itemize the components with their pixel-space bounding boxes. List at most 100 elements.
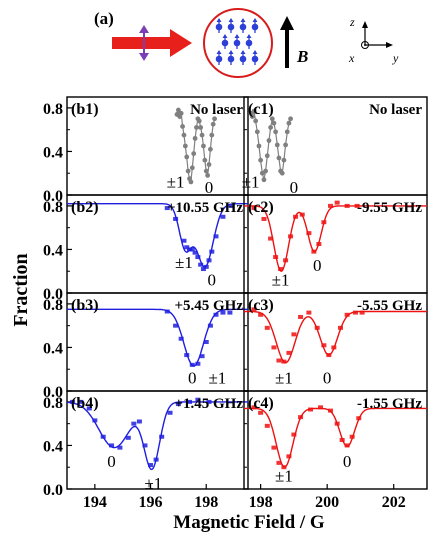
peak-label: ±1 — [167, 172, 185, 191]
atom-icon — [215, 18, 223, 33]
data-point — [228, 203, 234, 208]
data-point — [281, 359, 287, 364]
data-point — [194, 125, 199, 130]
chart-panels: 0.00.40.8±1 0(b1) No laser±1 0(c1) No laser0… — [43, 96, 428, 511]
data-point — [273, 255, 279, 260]
fit-curve — [244, 205, 427, 272]
x-tick-label: 202 — [382, 494, 406, 511]
data-point — [298, 415, 304, 420]
data-point — [153, 457, 159, 462]
data-point — [314, 325, 320, 330]
y-tick-label: 0.0 — [43, 188, 63, 205]
data-point — [187, 247, 193, 252]
data-point — [337, 325, 343, 330]
peak-label: 0 — [208, 270, 217, 289]
data-point — [356, 416, 362, 421]
x-axis-title: Magnetic Field / G — [173, 512, 325, 533]
panel-condition: No laser — [190, 102, 243, 118]
data-point — [209, 249, 215, 254]
data-point — [251, 405, 257, 410]
data-point — [189, 247, 195, 252]
data-point — [269, 116, 275, 122]
data-point — [213, 234, 219, 239]
panel-condition: -5.55 GHz — [357, 298, 422, 314]
data-point — [321, 343, 327, 348]
chart-panel-b4: 0.0 0.4 0.8 194 196 198 0 ±1 (b4) +1.45 GHz — [43, 390, 249, 511]
data-point — [192, 135, 198, 141]
x-axis-label: x — [348, 51, 355, 65]
data-point — [349, 434, 355, 439]
y-tick-label: 0.8 — [43, 199, 63, 216]
data-point — [206, 162, 212, 167]
data-point — [283, 258, 289, 263]
data-point — [173, 216, 179, 221]
data-point — [253, 118, 259, 124]
data-point — [188, 179, 194, 185]
data-point — [286, 350, 292, 355]
data-point — [316, 242, 322, 246]
peak-label: ±1 — [144, 474, 162, 493]
panel-condition: +5.45 GHz — [174, 298, 243, 314]
atom-icon — [251, 18, 259, 33]
x-tick-label: 198 — [249, 494, 273, 511]
data-point — [339, 438, 345, 442]
data-point — [268, 125, 274, 130]
data-point — [276, 460, 282, 465]
data-point — [264, 423, 270, 428]
panel-label: (b1) — [71, 101, 99, 118]
atom-icon — [221, 34, 229, 49]
peak-label: ±1 — [272, 270, 290, 289]
chart-panel-b3: 0.0 0.4 0.8 0 ±1 (b3) +5.45 GHz — [43, 292, 249, 401]
data-point — [199, 354, 205, 359]
data-point — [328, 408, 334, 413]
x-tick-label: 200 — [315, 494, 339, 511]
data-point — [185, 168, 191, 174]
atom-icon — [215, 50, 223, 65]
data-point — [200, 267, 206, 272]
data-point — [142, 443, 148, 448]
data-point — [198, 125, 204, 130]
data-point — [264, 325, 270, 330]
laser-beam-arrow — [112, 29, 192, 57]
chart-panel-c2: ±1 0 (c2) -9.55 GHz — [243, 194, 428, 294]
y-axis-title: Fraction — [10, 253, 32, 326]
data-point — [268, 236, 274, 241]
data-point — [261, 177, 267, 183]
data-point — [251, 206, 257, 211]
data-point — [206, 399, 212, 404]
y-tick-label: 0.8 — [43, 297, 63, 314]
data-point — [271, 120, 277, 126]
y-tick-label: 0.4 — [43, 242, 63, 259]
data-point — [117, 445, 123, 450]
fit-curve — [67, 203, 248, 268]
data-point — [258, 157, 264, 163]
atom-icon — [227, 18, 235, 33]
fit-curve — [244, 407, 427, 468]
b-field-arrow: B — [280, 16, 308, 68]
data-point — [258, 410, 264, 415]
data-point — [201, 143, 206, 149]
data-point — [184, 154, 190, 160]
data-point — [264, 153, 270, 159]
data-point — [181, 132, 187, 138]
data-point — [136, 419, 142, 424]
panel-frame — [243, 390, 428, 490]
data-point — [192, 250, 198, 255]
data-point — [212, 116, 217, 122]
data-point — [266, 138, 272, 143]
data-point — [256, 143, 262, 149]
data-point — [189, 362, 195, 367]
data-point — [293, 214, 299, 219]
atom-spins — [215, 18, 259, 65]
data-point — [306, 310, 312, 315]
data-point — [148, 463, 154, 468]
data-point — [202, 157, 208, 163]
data-point — [258, 312, 264, 317]
data-point — [164, 206, 170, 211]
panel-condition: +10.55 GHz — [167, 200, 243, 216]
data-point — [281, 157, 287, 163]
panel-condition: -9.55 GHz — [357, 200, 422, 216]
data-point — [318, 405, 324, 410]
data-point — [328, 203, 334, 208]
data-point — [334, 200, 340, 205]
